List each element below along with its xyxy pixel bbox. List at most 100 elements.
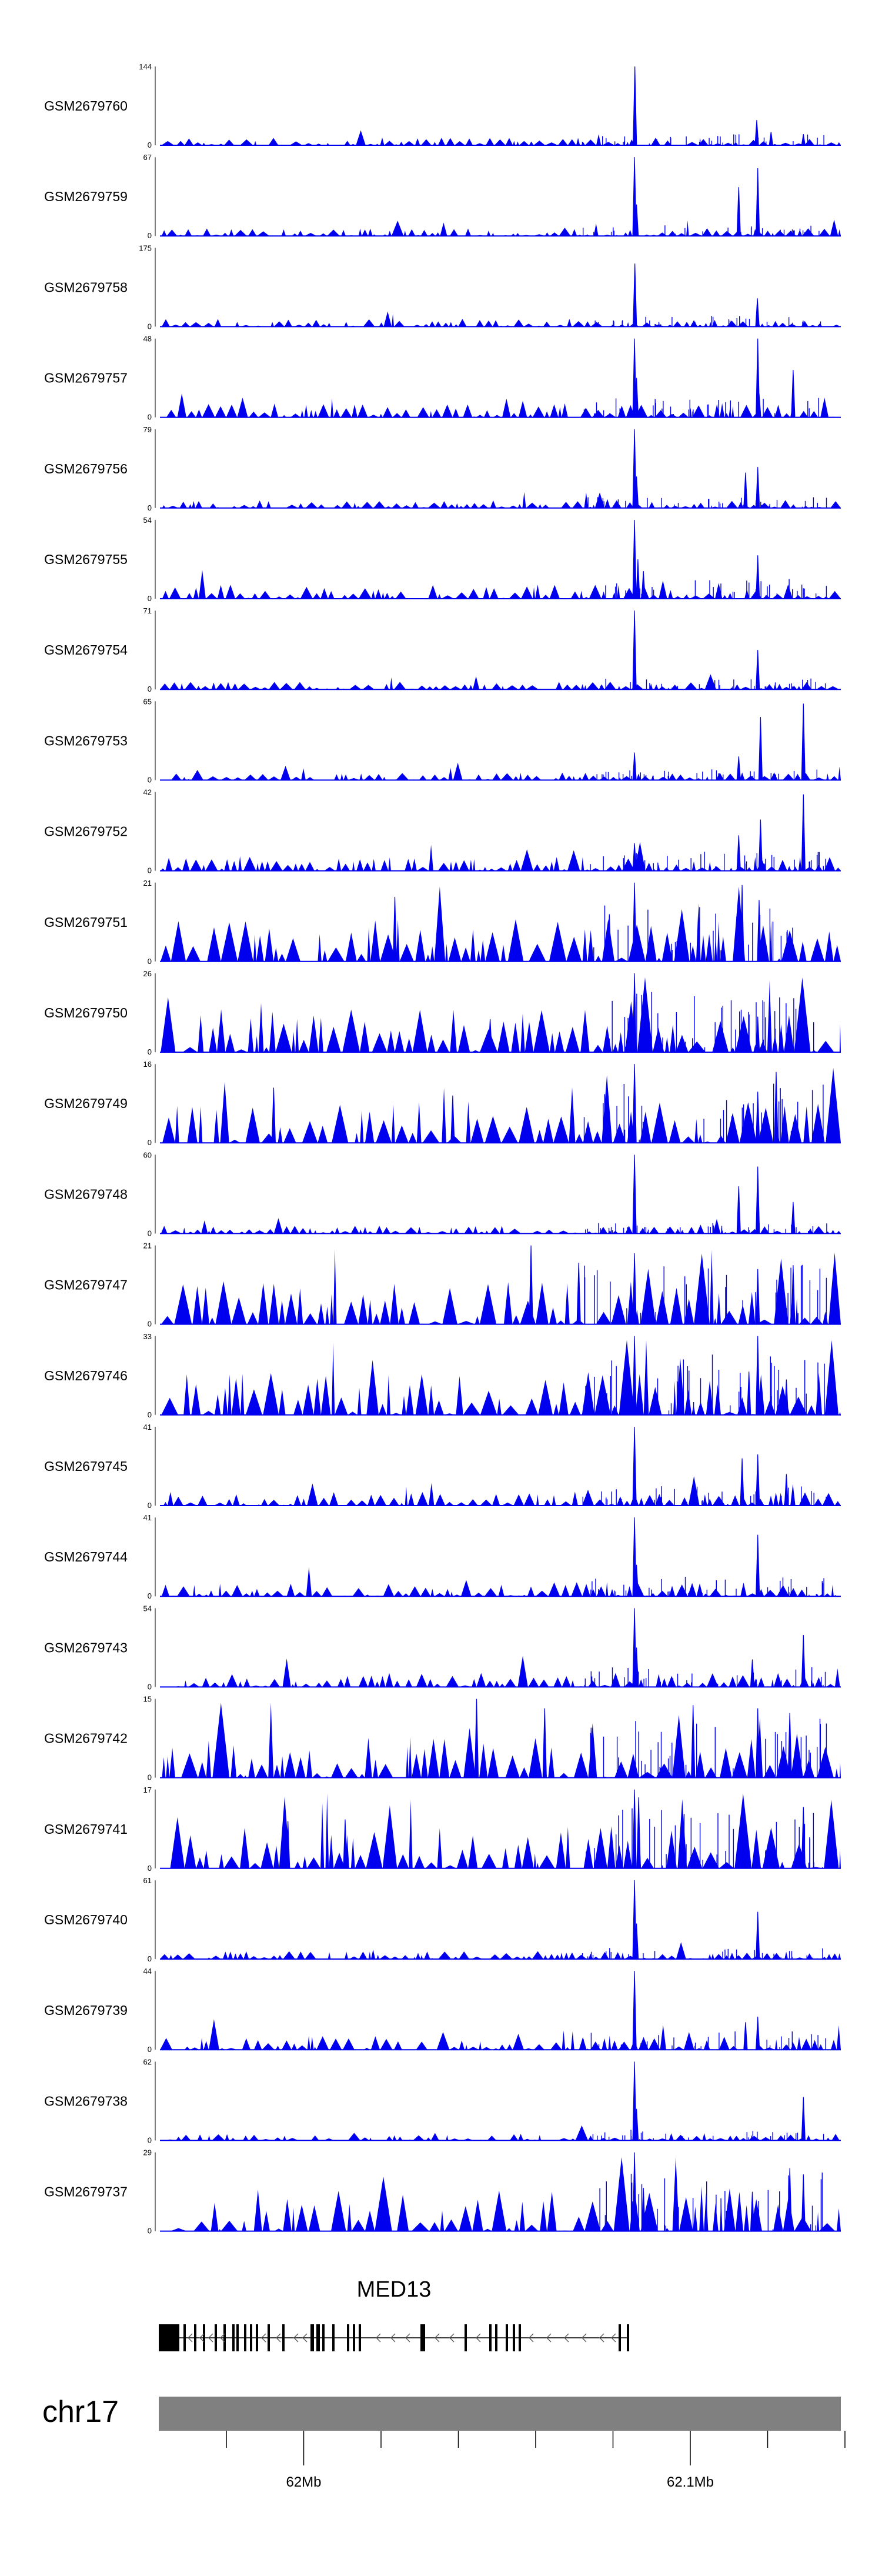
strand-arrow (390, 2333, 396, 2343)
gene-exon (268, 2324, 270, 2351)
scale-max-label: 48 (143, 335, 152, 343)
coverage-peak (632, 752, 637, 780)
coverage-peak (632, 1154, 637, 1234)
gene-exon (215, 2324, 217, 2351)
coverage-spikes (585, 1223, 827, 1234)
strand-arrow (208, 2333, 213, 2343)
coverage-peak (784, 1474, 789, 1506)
coverage-peak (750, 2191, 755, 2232)
coverage-area (160, 1656, 841, 1687)
coverage-peak (756, 1534, 760, 1597)
coverage-track: GSM2679738 62 0 (44, 2057, 841, 2144)
gene-exon (619, 2324, 621, 2351)
scale-max-label: 175 (139, 243, 152, 252)
track-label: GSM2679744 (44, 1549, 128, 1564)
gene-exon (310, 2324, 314, 2351)
scale-min-label: 0 (148, 141, 152, 149)
gene-exon (519, 2324, 521, 2351)
gene-exon (232, 2324, 235, 2351)
coverage-peak (801, 794, 806, 872)
coverage-peak (758, 717, 763, 780)
strand-arrow (302, 2333, 308, 2343)
track-label: GSM2679748 (44, 1186, 128, 1202)
strand-arrow (188, 2333, 193, 2343)
coverage-peak (632, 1064, 637, 1143)
gene-exon (420, 2324, 425, 2351)
coverage-peak (636, 1797, 641, 1869)
coverage-track: GSM2679760 144 0 (44, 62, 841, 149)
scale-min-label: 0 (148, 1047, 152, 1056)
coverage-area (160, 674, 841, 690)
coverage-area (160, 2019, 841, 2050)
track-label: GSM2679737 (44, 2184, 128, 2200)
track-label: GSM2679758 (44, 279, 128, 295)
scale-min-label: 0 (148, 866, 152, 875)
coverage-area (160, 1567, 841, 1597)
strand-arrow (405, 2333, 410, 2343)
coverage-peak (343, 1819, 348, 1869)
strand-arrow (220, 2333, 225, 2343)
coverage-peak (756, 1454, 760, 1506)
coverage-peak (756, 1166, 760, 1234)
coverage-peak (632, 1336, 637, 1416)
coverage-peak (542, 1708, 547, 1778)
scale-min-label: 0 (148, 1682, 152, 1691)
coverage-peak (736, 835, 741, 872)
coverage-peak (801, 2097, 806, 2141)
coverage-peak (632, 1789, 637, 1869)
scale-max-label: 54 (143, 1604, 152, 1613)
scale-min-label: 0 (148, 775, 152, 784)
coverage-spikes (585, 1354, 825, 1415)
coverage-peak (769, 132, 773, 146)
coverage-spikes (582, 134, 824, 145)
axis-tick-label: 62.1Mb (667, 2474, 714, 2490)
coverage-peak (632, 1426, 637, 1506)
track-label: GSM2679739 (44, 2003, 128, 2018)
scale-max-label: 33 (143, 1332, 152, 1341)
coverage-peak (633, 66, 637, 146)
coverage-peak (487, 1019, 493, 1053)
coverage-spikes (590, 1577, 824, 1597)
strand-arrow (435, 2333, 440, 2343)
track-label: GSM2679753 (44, 733, 128, 748)
coverage-peak (743, 472, 748, 509)
coverage-peak (756, 1336, 760, 1416)
coverage-peak (632, 973, 637, 1053)
coverage-peak (271, 1087, 276, 1143)
gene-exon (256, 2324, 258, 2351)
gene-exon (175, 2324, 179, 2351)
gene-track: MED13 (159, 2277, 629, 2351)
coverage-area (160, 393, 841, 418)
coverage-peak (774, 1072, 779, 1143)
coverage-track: GSM2679751 21 0 (44, 879, 841, 966)
track-label: GSM2679749 (44, 1096, 128, 1111)
track-label: GSM2679760 (44, 98, 128, 114)
coverage-spikes (582, 1948, 823, 1959)
scale-max-label: 29 (143, 2148, 152, 2157)
gene-model (159, 2324, 629, 2351)
coverage-spikes (593, 579, 827, 599)
coverage-peak (632, 1253, 637, 1325)
coverage-area (160, 219, 841, 236)
scale-min-label: 0 (148, 503, 152, 512)
track-label: GSM2679740 (44, 1912, 128, 1927)
scale-max-label: 67 (143, 153, 152, 162)
scale-max-label: 15 (143, 1695, 152, 1704)
coverage-track: GSM2679754 71 0 (44, 606, 841, 693)
coverage-peak (750, 1659, 755, 1687)
coverage-track: GSM2679748 60 0 (44, 1150, 841, 1237)
coverage-track: GSM2679737 29 0 (44, 2148, 841, 2235)
gene-exon (194, 2324, 196, 2351)
coverage-area (160, 2125, 841, 2141)
strand-arrow (546, 2333, 552, 2343)
coverage-peak (757, 900, 761, 962)
gene-exon (359, 2324, 361, 2351)
scale-min-label: 0 (148, 2045, 152, 2054)
coverage-peak (791, 1202, 796, 1234)
track-label: GSM2679751 (44, 915, 128, 930)
scale-max-label: 16 (143, 1060, 152, 1069)
track-label: GSM2679750 (44, 1005, 128, 1020)
coverage-peak (801, 1634, 806, 1687)
scale-min-label: 0 (148, 231, 152, 240)
